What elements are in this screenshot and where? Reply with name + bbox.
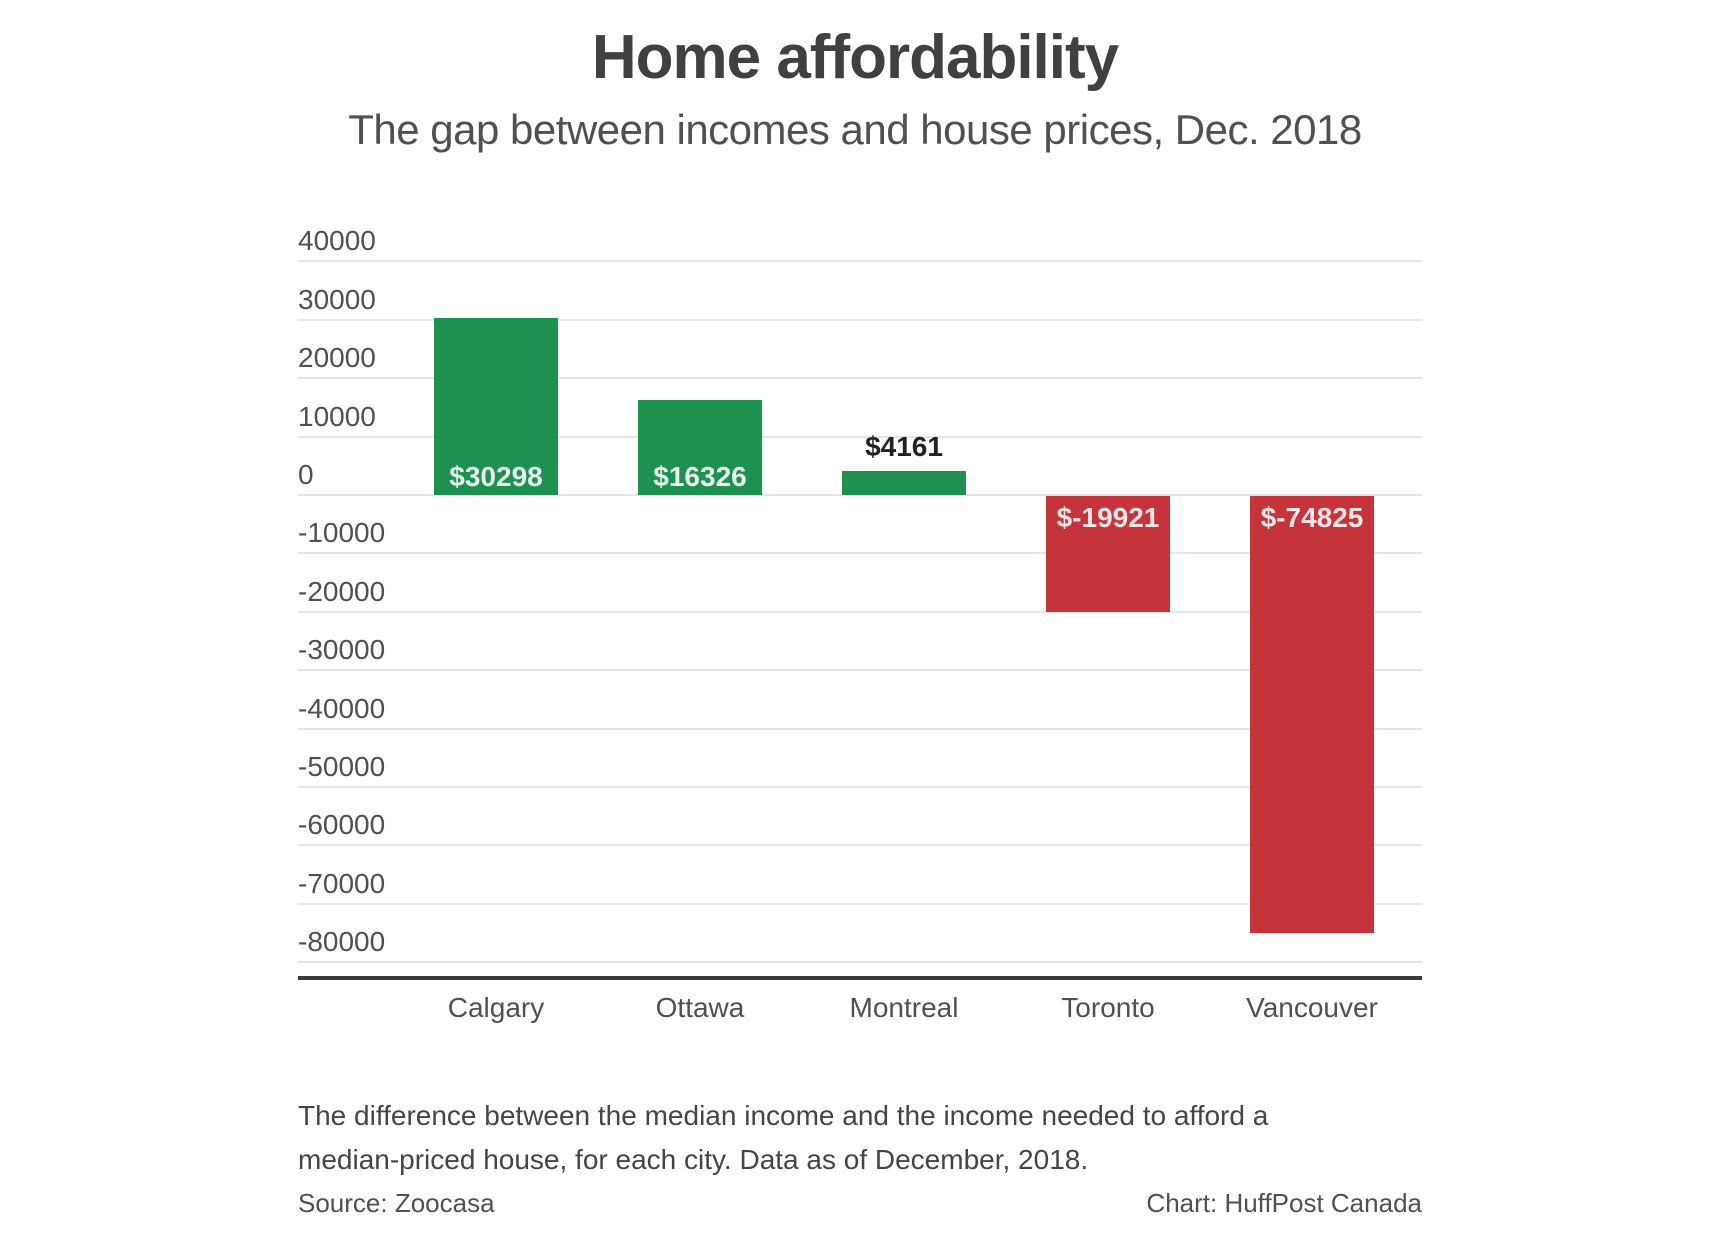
gridline: [298, 435, 1422, 438]
gridline: [298, 902, 1422, 905]
gridline: [298, 727, 1422, 730]
y-tick-label: -30000: [298, 634, 386, 666]
gridline: [298, 494, 1422, 496]
x-category-label: Calgary: [447, 992, 545, 1023]
chart-title: Home affordability: [591, 23, 1119, 92]
y-tick-label: -80000: [298, 926, 386, 958]
footnote-line-1: The difference between the median income…: [298, 1100, 1269, 1131]
plot-area: 40000 30000 20000 10000 0 -10000 -20000 -30000 -…: [298, 0, 1422, 1248]
gridline: [298, 610, 1422, 613]
bar-vancouver: $-74825: [1250, 496, 1374, 933]
gridline: [298, 260, 1422, 263]
y-tick-label: 0: [298, 459, 314, 490]
x-axis-line: [298, 976, 1422, 980]
y-tick-label: 20000: [298, 342, 376, 374]
bar-value-label: $30298: [449, 460, 543, 492]
x-category-label: Vancouver: [1246, 992, 1378, 1023]
y-tick-label: 40000: [298, 225, 376, 257]
y-tick-label: -40000: [298, 692, 386, 724]
bar-value-label: $-19921: [1056, 502, 1160, 533]
x-category-label: Toronto: [1061, 992, 1155, 1023]
gridline: [298, 961, 1422, 964]
gridline: [298, 552, 1422, 555]
y-tick-label: 10000: [298, 400, 376, 432]
gridline: [298, 786, 1422, 788]
y-tick-label: 30000: [298, 283, 376, 315]
bar-value-label: $4161: [865, 430, 943, 462]
x-category-label: Ottawa: [655, 992, 745, 1023]
bar-value-label: $16326: [653, 460, 747, 492]
y-tick-label: -60000: [298, 809, 386, 841]
gridline: [298, 377, 1422, 380]
gridline: [298, 844, 1422, 847]
bar-ottawa: $16326: [638, 399, 762, 495]
chart-subtitle: The gap between incomes and house prices…: [348, 106, 1362, 153]
bar-calgary: $30298: [434, 318, 558, 495]
x-category-label: Montreal: [849, 992, 959, 1023]
bar-toronto: $-19921: [1046, 496, 1170, 613]
y-tick-label: -70000: [298, 867, 386, 899]
source-text: Source: Zoocasa: [298, 1188, 495, 1218]
y-tick-label: -50000: [298, 751, 386, 782]
y-tick-label: -10000: [298, 517, 386, 549]
gridline: [298, 318, 1422, 321]
bar-montreal: $4161: [842, 431, 966, 495]
footnote-line-2: median-priced house, for each city. Data…: [298, 1144, 1089, 1175]
credit-text: Chart: HuffPost Canada: [1146, 1188, 1422, 1218]
bar-value-label: $-74825: [1260, 502, 1364, 533]
gridline: [298, 669, 1422, 672]
y-tick-label: -20000: [298, 575, 386, 607]
